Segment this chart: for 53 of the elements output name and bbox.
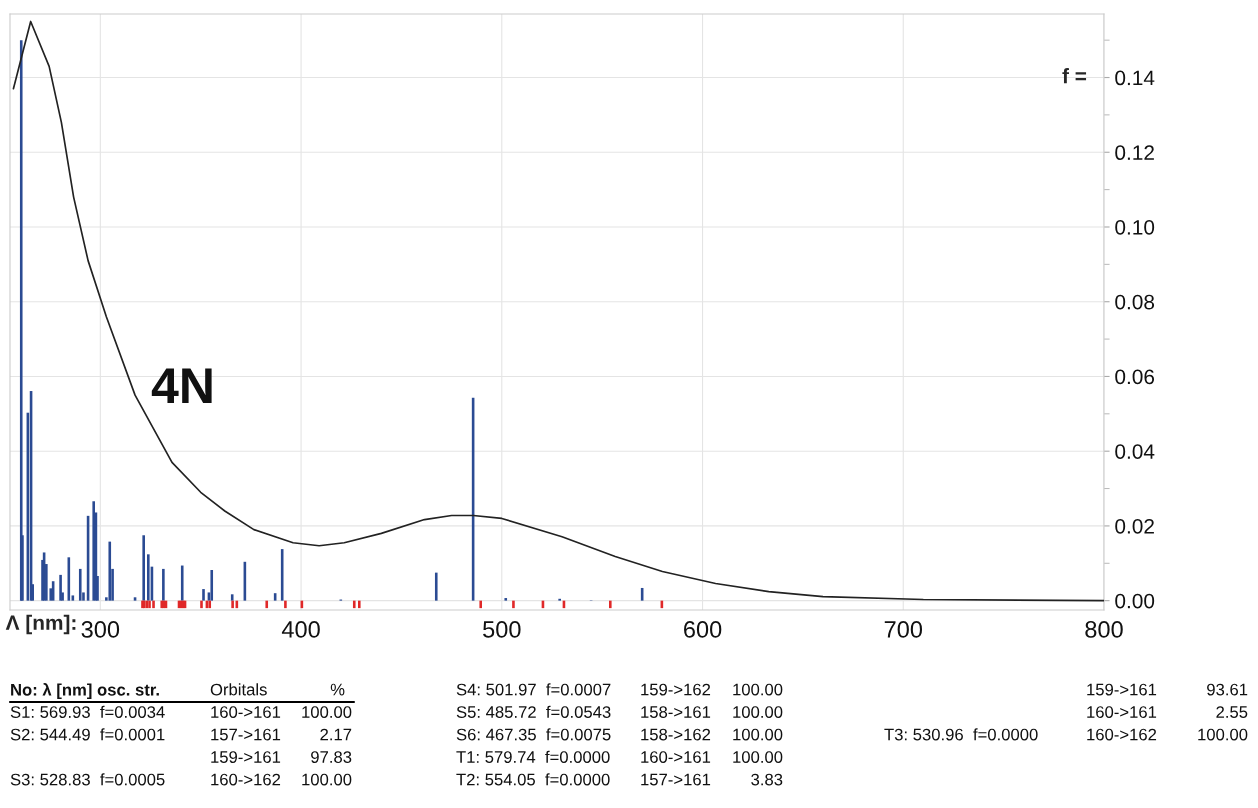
x-tick-label: 400 [281,621,320,638]
text: 93.61 [1207,683,1248,696]
text: 100.00 [733,751,783,763]
text: T2: 554.05 f=0.0000 [456,773,610,786]
x-axis-title: Λ [nm]: [5,614,76,635]
y-tick-label: 0.00 [1115,593,1155,609]
text: Orbitals [210,683,267,696]
y-axis-title: f = [1062,68,1087,84]
x-tick-label: 600 [684,621,722,638]
text: 159->161 [1087,683,1157,696]
y-tick-label: 0.12 [1115,145,1154,161]
text: % [330,683,345,696]
text: 100.00 [302,773,352,786]
text: 2.17 [320,728,352,741]
text: T3: 530.96 f=0.0000 [884,728,1038,741]
text: 159->161 [211,751,281,763]
x-tick-label: 700 [884,621,923,638]
y-tick-label: 0.10 [1115,219,1155,235]
text: 159->162 [641,683,711,696]
text: S6: 467.35 f=0.0075 [456,728,611,741]
text: S5: 485.72 f=0.0543 [456,705,611,718]
text: S4: 501.97 f=0.0007 [456,683,611,696]
text: No: λ [nm] osc. str. [11,683,159,699]
text: 160->161 [211,706,281,718]
x-tick-label: 500 [483,621,521,638]
y-tick-label: 0.06 [1115,369,1155,385]
x-tick-label: 800 [1085,621,1123,638]
x-tick-label: 300 [81,621,120,638]
text: 157->161 [641,773,711,786]
text: 100.00 [733,706,783,718]
annotation: 4N [151,368,212,403]
text: 100.00 [302,706,352,718]
text: 160->162 [211,773,281,786]
text: 157->161 [211,728,281,741]
y-tick-label: 0.04 [1115,444,1155,459]
text: 100.00 [1198,728,1248,741]
text: 160->161 [1087,706,1157,718]
text: S2: 544.49 f=0.0001 [10,728,165,741]
text: T1: 579.74 f=0.0000 [456,750,610,763]
text: 160->161 [641,751,711,763]
y-tick-label: 0.14 [1115,70,1155,86]
text: S3: 528.83 f=0.0005 [10,773,165,786]
text: 100.00 [733,728,783,741]
text: 158->161 [641,706,711,718]
text: S1: 569.93 f=0.0034 [10,705,165,718]
text: 3.83 [751,773,783,786]
text: 2.55 [1216,706,1248,718]
text: 158->162 [641,728,711,741]
y-tick-label: 0.08 [1115,294,1155,310]
y-tick-label: 0.02 [1115,518,1154,534]
text: 160->162 [1087,728,1157,741]
text: 100.00 [733,683,783,696]
text: 97.83 [311,751,352,763]
